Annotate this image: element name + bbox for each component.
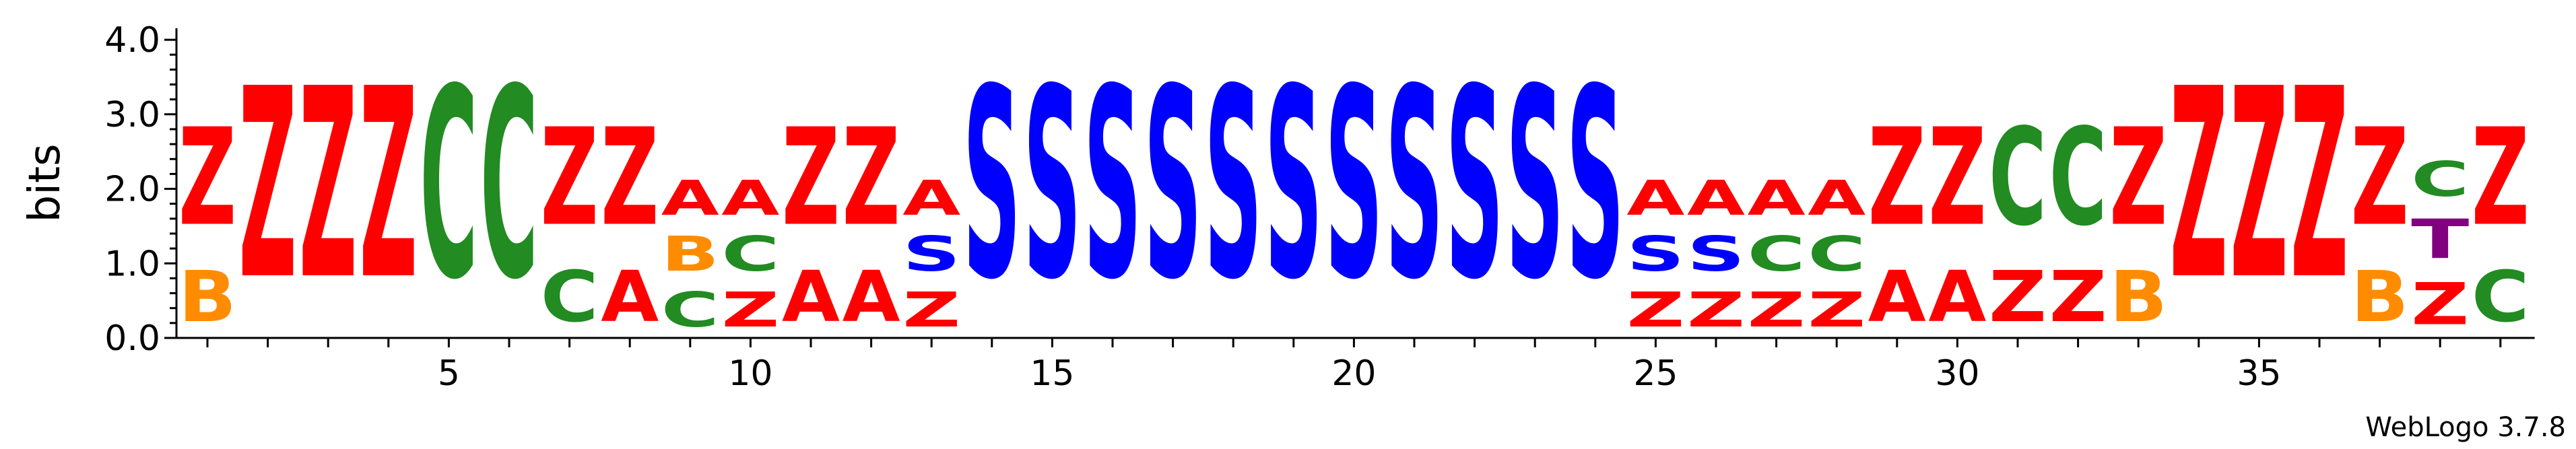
- logo-letter-Z-pos-4: Z: [360, 33, 418, 337]
- logo-letter-A-pos-12: A: [843, 256, 900, 338]
- logo-letter-B-pos-9: B: [661, 227, 719, 282]
- logo-letter-Z-pos-1: Z: [178, 100, 236, 256]
- logo-letter-B-pos-33: B: [2109, 256, 2167, 338]
- logo-letter-S-pos-17: S: [1144, 33, 1202, 337]
- y-tick-label: 2.0: [104, 170, 160, 210]
- logo-letter-A-pos-10: A: [721, 170, 779, 226]
- logo-letter-Z-pos-32: Z: [2049, 256, 2107, 338]
- logo-letter-C-pos-38: C: [2411, 151, 2469, 207]
- logo-letter-Z-pos-10: Z: [721, 283, 779, 339]
- logo-letter-Z-pos-35: Z: [2230, 33, 2288, 337]
- x-tick-label: 35: [2237, 353, 2281, 394]
- logo-letter-Z-pos-30: Z: [1928, 100, 1986, 256]
- logo-letter-Z-pos-38: Z: [2411, 271, 2469, 338]
- logo-letter-S-pos-25: S: [1626, 227, 1684, 282]
- logo-letter-T-pos-38: T: [2411, 207, 2469, 271]
- logo-letter-B-pos-37: B: [2351, 256, 2409, 338]
- logo-letter-A-pos-13: A: [902, 170, 960, 226]
- logo-letter-Z-pos-28: Z: [1808, 283, 1865, 339]
- y-axis-title: bits: [20, 144, 70, 223]
- logo-letter-S-pos-26: S: [1687, 227, 1745, 282]
- x-tick-label: 20: [1331, 353, 1376, 394]
- logo-letter-Z-pos-34: Z: [2170, 33, 2228, 337]
- logo-letter-Z-pos-33: Z: [2109, 100, 2167, 256]
- logo-letter-S-pos-16: S: [1084, 33, 1142, 337]
- logo-letter-Z-pos-7: Z: [541, 100, 599, 256]
- logo-letter-Z-pos-31: Z: [1989, 256, 2047, 338]
- logo-letter-Z-pos-36: Z: [2290, 33, 2348, 337]
- x-tick-label: 5: [438, 353, 460, 394]
- weblogo-credit: WebLogo 3.7.8: [2365, 412, 2566, 443]
- x-tick-label: 10: [728, 353, 772, 394]
- logo-letter-A-pos-11: A: [782, 256, 840, 338]
- logo-letter-A-pos-25: A: [1626, 170, 1684, 226]
- logo-letter-S-pos-21: S: [1385, 33, 1443, 337]
- logo-letter-Z-pos-26: Z: [1687, 283, 1745, 339]
- logo-letter-Z-pos-25: Z: [1626, 283, 1684, 339]
- logo-letter-C-pos-39: C: [2472, 256, 2530, 338]
- logo-letter-C-pos-6: C: [480, 33, 538, 337]
- logo-letter-Z-pos-3: Z: [299, 33, 357, 337]
- logo-letter-A-pos-9: A: [661, 170, 719, 226]
- logo-letter-A-pos-30: A: [1928, 256, 1986, 338]
- y-tick-label: 0.0: [104, 318, 160, 359]
- logo-letter-S-pos-15: S: [1023, 33, 1081, 337]
- logo-letter-Z-pos-11: Z: [782, 100, 840, 256]
- logo-letter-S-pos-24: S: [1566, 33, 1624, 337]
- logo-letter-A-pos-26: A: [1687, 170, 1745, 226]
- x-tick-label: 15: [1030, 353, 1074, 394]
- logo-letter-C-pos-9: C: [661, 282, 719, 338]
- y-tick-label: 4.0: [104, 20, 160, 61]
- y-tick-label: 3.0: [104, 95, 160, 135]
- logo-letter-A-pos-27: A: [1748, 170, 1806, 226]
- logo-letter-C-pos-5: C: [420, 33, 477, 337]
- logo-letter-C-pos-27: C: [1748, 226, 1806, 282]
- logo-letter-S-pos-23: S: [1506, 33, 1564, 337]
- logo-letter-C-pos-28: C: [1808, 226, 1865, 282]
- logo-letter-Z-pos-39: Z: [2472, 100, 2530, 256]
- x-tick-label: 30: [1935, 353, 1979, 394]
- logo-letter-C-pos-7: C: [541, 256, 599, 338]
- logo-letter-S-pos-18: S: [1204, 33, 1262, 337]
- logo-letter-A-pos-28: A: [1808, 170, 1865, 226]
- logo-letter-B-pos-1: B: [178, 256, 236, 338]
- x-axis: 5 10 15 20 25 30 35: [176, 337, 2535, 394]
- logo-letter-S-pos-22: S: [1446, 33, 1504, 337]
- logo-letter-S-pos-19: S: [1265, 33, 1323, 337]
- logo-letter-Z-pos-37: Z: [2351, 100, 2409, 256]
- logo-letter-Z-pos-13: Z: [902, 283, 960, 339]
- logo-letter-Z-pos-12: Z: [843, 100, 900, 256]
- logo-letter-A-pos-8: A: [601, 256, 659, 338]
- x-tick-label: 25: [1633, 353, 1678, 394]
- logo-letter-Z-pos-8: Z: [601, 100, 659, 256]
- logo-letter-Z-pos-27: Z: [1748, 283, 1806, 339]
- y-axis: 0.0 1.0 2.0 3.0 4.0: [104, 20, 178, 359]
- logo-letter-S-pos-14: S: [963, 33, 1021, 337]
- logo-letter-Z-pos-2: Z: [239, 33, 297, 337]
- logo-letter-C-pos-10: C: [721, 226, 779, 282]
- logo-letter-S-pos-20: S: [1325, 33, 1383, 337]
- logo-letter-S-pos-13: S: [902, 227, 960, 282]
- logo-letter-C-pos-32: C: [2049, 101, 2107, 256]
- y-tick-label: 1.0: [104, 244, 160, 284]
- logo-letter-A-pos-29: A: [1868, 256, 1926, 338]
- logo-letter-C-pos-31: C: [1989, 101, 2047, 256]
- logo-letter-Z-pos-29: Z: [1868, 100, 1926, 256]
